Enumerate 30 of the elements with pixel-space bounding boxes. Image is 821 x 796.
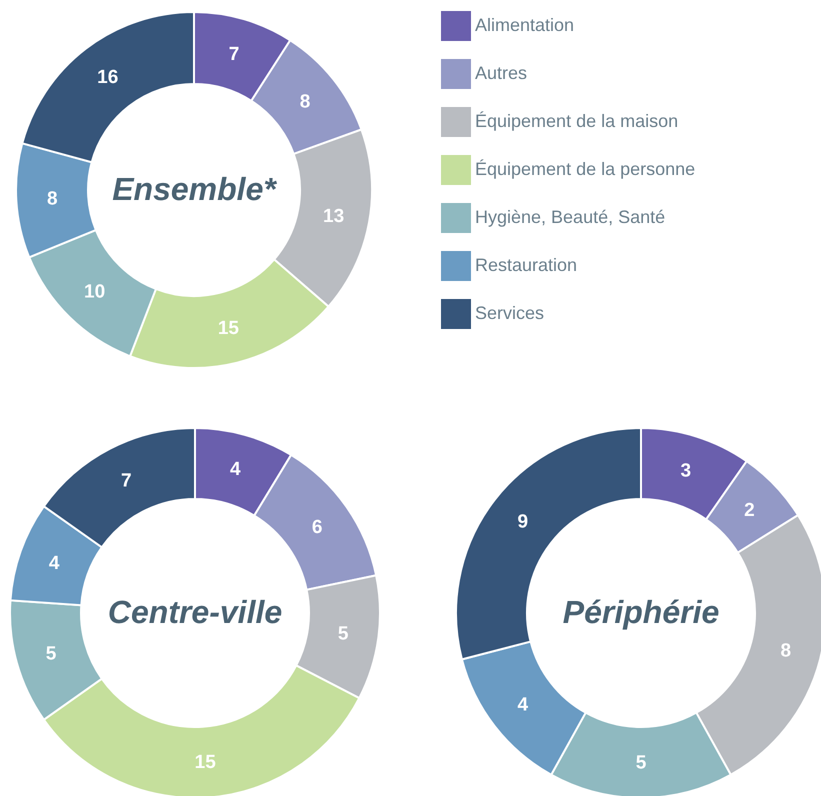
data-label: 8 [300, 91, 310, 112]
data-label: 4 [230, 459, 242, 480]
data-label: 5 [636, 752, 647, 774]
data-label: 4 [48, 552, 60, 574]
data-label: 8 [780, 640, 792, 662]
legend-label: Autres [475, 63, 528, 83]
data-label: 4 [517, 694, 528, 716]
data-label: 3 [680, 460, 692, 482]
text: Périphérie [562, 594, 720, 630]
data-label: 5 [338, 623, 349, 644]
data-label: 7 [120, 470, 132, 492]
legend-label: Hygiène, Beauté, Santé [475, 207, 666, 227]
text: Centre-ville [108, 594, 282, 630]
data-label: 13 [323, 206, 344, 227]
text: Ensemble* [112, 171, 278, 207]
data-label: 2 [744, 500, 755, 521]
data-label: 8 [46, 188, 58, 210]
data-label: 5 [46, 643, 57, 664]
legend-label: Restauration [475, 255, 578, 275]
data-label: 9 [517, 511, 528, 532]
legend-label: Alimentation [475, 15, 574, 35]
data-label: 7 [228, 44, 240, 65]
data-label: 15 [218, 318, 240, 339]
data-label: 10 [84, 281, 106, 302]
legend-label: Équipement de la maison [475, 111, 678, 131]
data-label: 15 [194, 752, 216, 774]
data-label: 6 [312, 516, 322, 538]
data-label: 16 [97, 67, 118, 88]
legend-label: Services [475, 303, 544, 323]
legend-label: Équipement de la personne [475, 159, 696, 179]
